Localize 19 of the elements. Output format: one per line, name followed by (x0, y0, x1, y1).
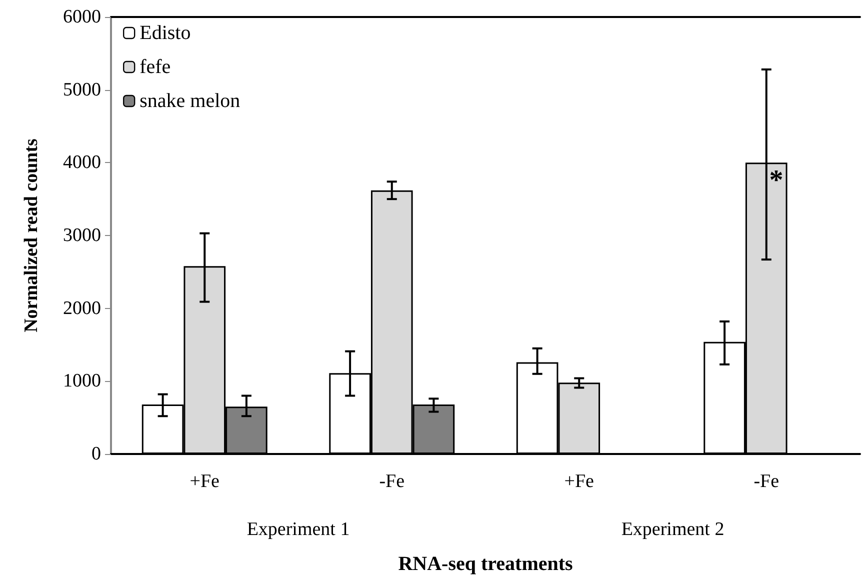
x-tick-label: +Fe (564, 471, 594, 492)
x-axis-title: RNA-seq treatments (398, 553, 574, 575)
y-tick-label: 3000 (63, 225, 101, 246)
y-tick-label: 4000 (63, 152, 101, 174)
y-tick-label: 5000 (63, 79, 101, 100)
y-tick-label: 6000 (63, 6, 101, 28)
text: Experiment 1 (246, 519, 350, 540)
legend-label: Edisto (140, 22, 191, 44)
legend-label: snake melon (140, 90, 240, 112)
legend-label: fefe (140, 56, 171, 78)
data-label: * (769, 165, 784, 196)
y-tick-label: 2000 (63, 298, 101, 319)
text: Experiment 2 (621, 519, 724, 540)
x-tick-label: -Fe (754, 471, 780, 492)
y-tick-label: 1000 (63, 370, 101, 392)
x-tick-label: -Fe (379, 471, 405, 492)
x-tick-label: +Fe (190, 471, 220, 492)
y-axis-title: Normalized read counts (21, 138, 42, 332)
y-tick-label: 0 (92, 444, 101, 464)
